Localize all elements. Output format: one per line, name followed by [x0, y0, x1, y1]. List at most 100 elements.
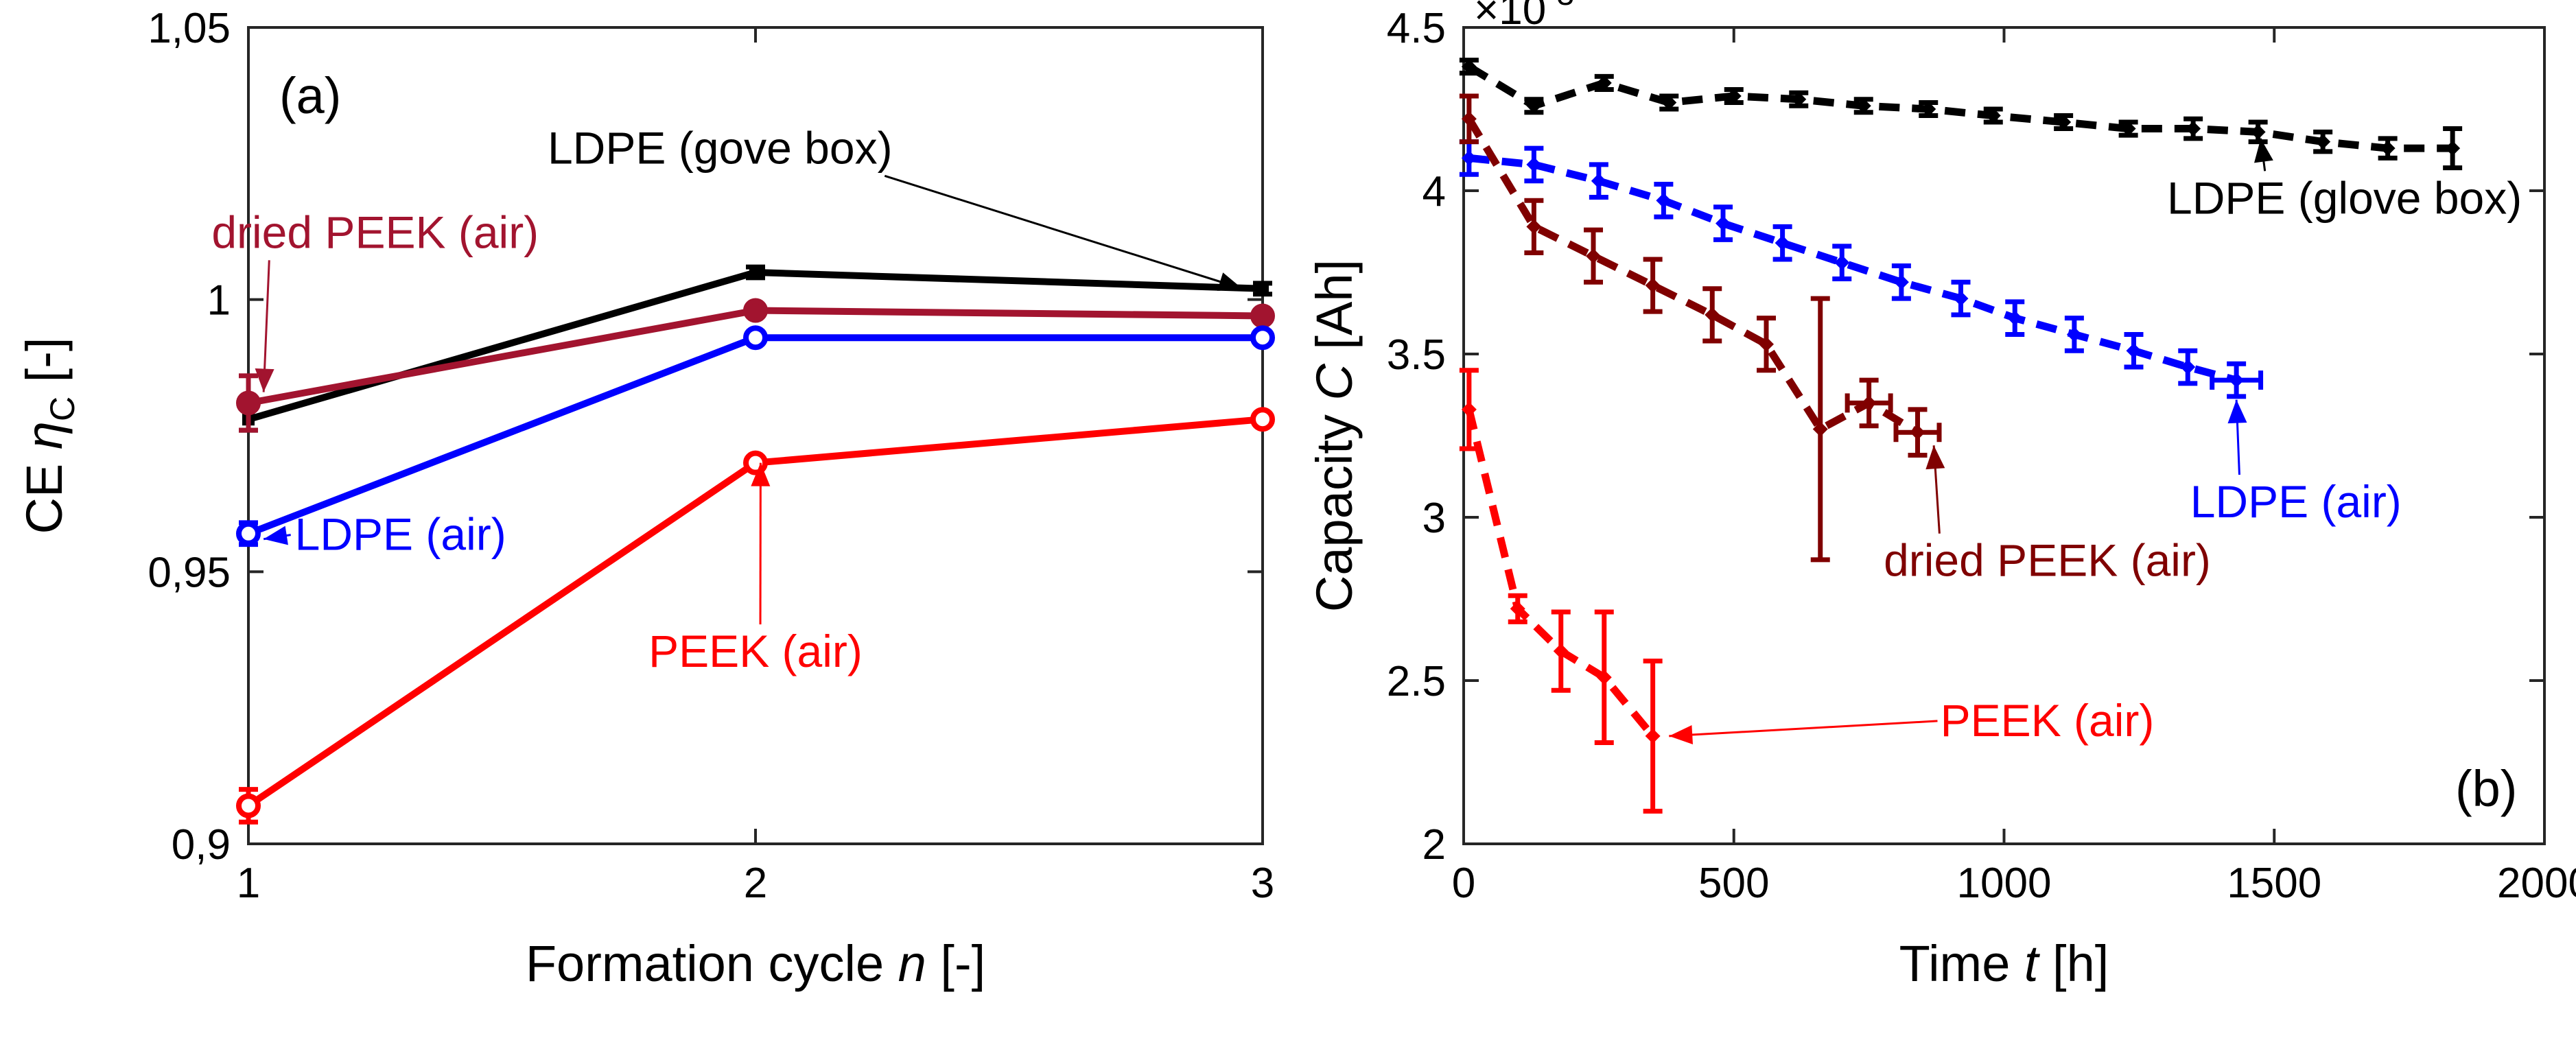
x-tick-label: 1500	[2227, 860, 2321, 907]
data-point	[749, 266, 762, 279]
annotation-arrow-head	[1669, 725, 1693, 744]
data-point	[1893, 274, 1909, 290]
data-point	[1910, 425, 1925, 440]
data-point	[2007, 310, 2023, 326]
data-point	[236, 390, 261, 416]
data-point	[1812, 421, 1828, 437]
series-ldpe-glove-box	[1459, 58, 2463, 171]
y-tick-label: 0,9	[172, 821, 231, 869]
data-point	[1791, 91, 1807, 107]
x-axis-label: Time t [h]	[1899, 935, 2109, 992]
annotation-arrow-head	[255, 368, 274, 392]
annotation-peek-air: PEEK (air)	[648, 462, 863, 676]
data-point	[1461, 401, 1477, 417]
data-point	[2445, 141, 2461, 156]
x-tick-label: 0	[1452, 860, 1475, 907]
annotation-dried-peek-air: dried PEEK (air)	[1884, 445, 2211, 586]
data-point	[743, 298, 768, 323]
data-point	[1526, 219, 1542, 235]
annotation-arrow-head	[751, 462, 771, 486]
y-tick-label: 1,05	[148, 5, 231, 52]
data-point	[1591, 173, 1606, 189]
data-point	[2066, 327, 2082, 342]
data-point	[1250, 325, 1275, 351]
data-point	[1705, 307, 1720, 322]
data-point	[1596, 75, 1612, 91]
series-peek-air	[1459, 368, 1663, 814]
data-point	[1596, 670, 1612, 685]
x-tick-label: 2000	[2497, 860, 2576, 907]
x-tick-label: 1	[237, 860, 260, 907]
annotation-arrow-head	[264, 526, 288, 545]
annotation-peek-air: PEEK (air)	[1669, 695, 2154, 746]
data-point	[1461, 150, 1477, 166]
annotation-label: PEEK (air)	[1941, 695, 2155, 746]
data-point	[1985, 108, 2001, 123]
data-point	[2315, 134, 2331, 150]
data-point	[1855, 98, 1871, 114]
panel-a-chart: 1 2 3 0,9 0,95 1 1,05 Formation cycle n [-] CE η…	[16, 5, 1275, 992]
annotation-ldpe-glove-box: LDPE (glove box)	[2167, 138, 2522, 223]
series-ldpe-air	[1459, 139, 2264, 399]
data-point	[1861, 395, 1877, 411]
data-point	[1953, 291, 1969, 307]
series-dried-peek-air	[236, 298, 1275, 433]
series-dried-peek-air	[1459, 93, 1942, 563]
series-line	[1466, 117, 1920, 436]
data-point	[1834, 255, 1850, 270]
annotation-arrow-head	[1925, 445, 1945, 470]
annotation-label: dried PEEK (air)	[211, 207, 539, 257]
data-point	[236, 793, 261, 818]
data-point	[1759, 336, 1774, 352]
data-point	[1656, 193, 1672, 209]
data-point	[1510, 601, 1525, 617]
annotation-arrow-head	[2254, 138, 2273, 163]
data-point	[743, 325, 768, 351]
panel-label: (b)	[2455, 760, 2517, 817]
annotation-ldpe-gove-box: LDPE (gove box)	[548, 122, 1243, 291]
annotation-ldpe-air: LDPE (air)	[263, 509, 506, 560]
x-tick-label: 3	[1251, 860, 1274, 907]
data-point	[1775, 235, 1790, 251]
y-tick-label: 2.5	[1387, 658, 1446, 705]
data-point	[1461, 111, 1477, 127]
data-point	[1726, 88, 1742, 104]
y-axis-label: Capacity C [Ah]	[1306, 259, 1363, 612]
data-point	[2126, 343, 2142, 359]
y-tick-label: 4.5	[1387, 5, 1446, 52]
y-tick-label: 0,95	[148, 549, 231, 596]
annotation-label: PEEK (air)	[648, 626, 863, 676]
data-point	[2056, 115, 2072, 130]
annotation-label: LDPE (gove box)	[548, 122, 893, 173]
data-point	[2180, 359, 2196, 375]
data-point	[1250, 303, 1275, 329]
annotation-dried-peek-air: dried PEEK (air)	[211, 207, 539, 392]
annotation-label: dried PEEK (air)	[1884, 535, 2211, 586]
data-point	[2380, 141, 2396, 156]
x-axis-label: Formation cycle n [-]	[526, 935, 985, 992]
data-point	[2120, 121, 2136, 137]
annotation-label: LDPE (air)	[2190, 476, 2402, 527]
data-point	[1921, 102, 1936, 117]
annotation-arrow-head	[1217, 272, 1243, 291]
y-tick-label: 2	[1422, 821, 1446, 869]
annotation-arrow-line	[884, 174, 1243, 290]
data-point	[1526, 156, 1542, 172]
data-point	[2250, 124, 2266, 140]
annotation-ldpe-air: LDPE (air)	[2190, 399, 2402, 527]
annotation-arrow-head	[2227, 399, 2247, 424]
x-tick-label: 1000	[1957, 860, 2052, 907]
data-point	[1526, 98, 1542, 114]
data-point	[1250, 407, 1275, 432]
data-point	[1586, 248, 1601, 264]
series-line	[1467, 63, 2453, 152]
x-tick-label: 500	[1698, 860, 1769, 907]
axis-exponent-label: ×10-3	[1474, 0, 1574, 34]
annotation-arrow-line	[1669, 720, 1938, 738]
data-point	[236, 521, 261, 546]
y-tick-label: 4	[1422, 168, 1446, 215]
series-ldpe-air	[236, 325, 1275, 547]
data-point	[1553, 644, 1569, 659]
data-point	[1661, 95, 1677, 110]
